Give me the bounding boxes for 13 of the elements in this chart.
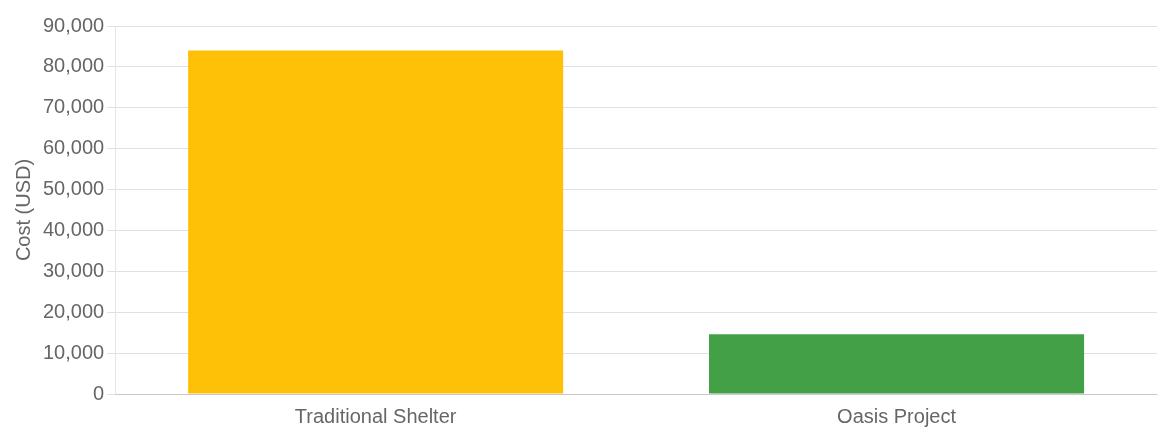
- y-tick-label: 40,000: [43, 217, 105, 240]
- y-tick-label: 20,000: [43, 299, 105, 322]
- y-tick-label: 90,000: [43, 13, 105, 36]
- y-tick-label: 70,000: [43, 95, 105, 118]
- y-tick-label: 30,000: [43, 258, 105, 281]
- y-axis-title: Cost (USD): [11, 158, 34, 262]
- y-tick-label: 10,000: [43, 340, 105, 363]
- x-tick-label: Oasis Project: [837, 404, 957, 427]
- x-tick-label: Traditional Shelter: [294, 404, 457, 427]
- y-tick-label: 0: [93, 381, 105, 404]
- y-tick-label: 80,000: [43, 54, 105, 77]
- y-tick-label: 50,000: [43, 177, 105, 200]
- y-tick-label: 60,000: [43, 136, 105, 159]
